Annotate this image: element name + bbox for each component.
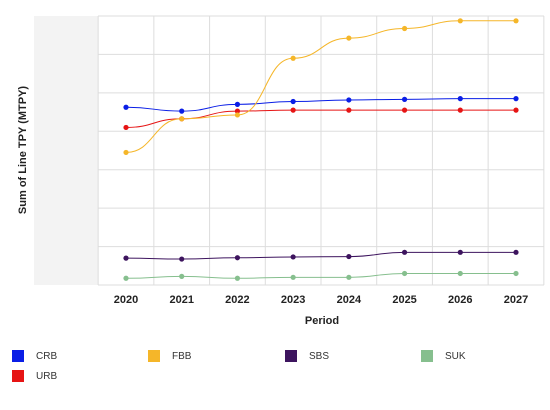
data-point-crb[interactable] [123, 104, 129, 110]
data-point-suk[interactable] [513, 270, 519, 277]
data-point-fbb[interactable] [457, 18, 463, 24]
y-axis-label: Sum of Line TPY (MTPY) [17, 86, 29, 214]
data-point-fbb[interactable] [123, 149, 129, 156]
data-point-suk[interactable] [457, 270, 463, 277]
x-tick-label: 2026 [448, 294, 472, 306]
legend-item-suk[interactable]: SUK [421, 350, 466, 362]
data-point-sbs[interactable] [513, 249, 519, 255]
data-point-sbs[interactable] [346, 253, 352, 260]
data-point-fbb[interactable] [290, 55, 296, 61]
data-point-urb[interactable] [290, 107, 296, 113]
legend-item-crb[interactable]: CRB [12, 350, 57, 362]
data-point-fbb[interactable] [401, 25, 408, 32]
y-axis-band [34, 16, 98, 285]
data-point-suk[interactable] [179, 273, 185, 279]
data-point-suk[interactable] [123, 275, 129, 281]
data-point-suk[interactable] [401, 270, 408, 277]
x-tick-label: 2027 [504, 294, 528, 306]
x-axis-tick-labels: 2020 2021 2022 2023 2024 2025 2026 2027 [114, 294, 528, 306]
legend-swatch-crb [12, 350, 24, 362]
data-point-crb[interactable] [457, 96, 463, 102]
x-tick-label: 2024 [337, 294, 362, 306]
data-point-suk[interactable] [290, 274, 296, 280]
data-point-urb[interactable] [457, 107, 463, 113]
legend-item-urb[interactable]: URB [12, 370, 57, 382]
data-point-urb[interactable] [234, 108, 241, 114]
data-point-crb[interactable] [401, 96, 408, 102]
data-point-crb[interactable] [179, 108, 185, 114]
data-point-suk[interactable] [234, 275, 241, 281]
data-point-fbb[interactable] [513, 18, 519, 24]
line-chart: 2020 2021 2022 2023 2024 2025 2026 2027 Period … [17, 15, 545, 327]
data-point-sbs[interactable] [123, 255, 129, 261]
legend-label-suk: SUK [445, 350, 466, 362]
x-axis-label: Period [305, 315, 339, 327]
legend-swatch-urb [12, 370, 24, 382]
x-tick-label: 2023 [281, 294, 305, 306]
legend-item-sbs[interactable]: SBS [285, 350, 329, 362]
data-point-fbb[interactable] [346, 35, 352, 41]
data-point-urb[interactable] [123, 124, 129, 131]
x-tick-label: 2021 [169, 294, 193, 306]
data-point-sbs[interactable] [290, 254, 296, 260]
series-line-crb [125, 98, 516, 112]
legend-label-sbs: SBS [309, 350, 330, 362]
legend-swatch-suk [421, 350, 433, 362]
data-point-crb[interactable] [346, 97, 352, 103]
data-point-sbs[interactable] [179, 256, 185, 262]
data-point-urb[interactable] [401, 107, 408, 113]
data-point-urb[interactable] [346, 107, 352, 113]
legend-item-fbb[interactable]: FBB [148, 350, 191, 362]
data-point-sbs[interactable] [401, 249, 408, 255]
x-tick-label: 2020 [114, 294, 138, 306]
series-line-suk [125, 272, 516, 279]
data-point-urb[interactable] [513, 107, 519, 113]
chart-grid [34, 15, 545, 286]
data-point-suk[interactable] [346, 274, 352, 280]
x-tick-label: 2025 [392, 294, 416, 306]
chart-data-points [123, 18, 519, 281]
legend-swatch-fbb [148, 350, 160, 362]
legend-label-fbb: FBB [172, 350, 192, 362]
data-point-crb[interactable] [513, 96, 519, 102]
data-point-sbs[interactable] [234, 255, 241, 261]
data-point-fbb[interactable] [234, 112, 241, 118]
series-line-sbs [125, 251, 516, 260]
data-point-crb[interactable] [234, 101, 241, 107]
legend-swatch-sbs [285, 350, 297, 362]
legend-label-crb: CRB [36, 350, 58, 362]
legend-label-urb: URB [36, 370, 58, 382]
data-point-fbb[interactable] [179, 116, 185, 122]
data-point-crb[interactable] [290, 98, 296, 105]
x-tick-label: 2022 [225, 294, 249, 306]
data-point-sbs[interactable] [457, 249, 463, 255]
